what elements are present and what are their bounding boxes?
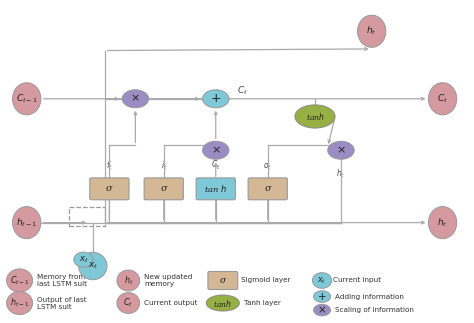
Text: σ: σ (160, 184, 167, 193)
FancyBboxPatch shape (144, 178, 183, 200)
Ellipse shape (117, 293, 140, 313)
Text: tan$h$: tan$h$ (213, 297, 232, 308)
Text: $f_t$: $f_t$ (106, 160, 113, 172)
Text: Adding information: Adding information (335, 294, 404, 299)
Circle shape (314, 304, 330, 316)
FancyBboxPatch shape (208, 272, 237, 289)
Ellipse shape (357, 15, 386, 47)
Circle shape (202, 90, 229, 108)
Text: Memory from: Memory from (37, 274, 86, 280)
Text: tan$h$: tan$h$ (306, 111, 324, 122)
Circle shape (328, 141, 354, 159)
FancyBboxPatch shape (90, 178, 129, 200)
Ellipse shape (12, 83, 41, 115)
Ellipse shape (7, 291, 33, 315)
Text: Sigmoid layer: Sigmoid layer (240, 277, 290, 284)
Text: $h_{t-1}$: $h_{t-1}$ (16, 216, 37, 229)
Text: memory: memory (145, 281, 174, 287)
Ellipse shape (79, 252, 107, 280)
Ellipse shape (12, 206, 41, 239)
Text: ×: × (131, 94, 140, 104)
Text: $C_t$: $C_t$ (437, 92, 448, 105)
Text: $x_t$: $x_t$ (79, 254, 88, 265)
Text: $x_t$: $x_t$ (318, 275, 327, 286)
Text: σ: σ (106, 184, 113, 193)
Circle shape (122, 90, 149, 108)
Text: $x_t$: $x_t$ (88, 261, 98, 271)
Ellipse shape (74, 252, 93, 267)
Text: $i_t$: $i_t$ (161, 160, 167, 172)
Text: +: + (210, 92, 221, 105)
Text: $h_t$: $h_t$ (124, 274, 133, 287)
Ellipse shape (428, 206, 457, 239)
Text: ×: × (318, 305, 327, 315)
Text: σ: σ (220, 276, 226, 285)
Text: $C_t$: $C_t$ (123, 297, 133, 309)
FancyBboxPatch shape (196, 178, 236, 200)
Text: Current input: Current input (333, 277, 382, 284)
Text: ×: × (211, 145, 220, 155)
Text: Output of last: Output of last (37, 297, 87, 303)
Text: Scaling of information: Scaling of information (335, 307, 414, 313)
Text: $h_t$: $h_t$ (438, 216, 448, 229)
Text: Tanh layer: Tanh layer (244, 300, 281, 306)
Text: tan $h$: tan $h$ (204, 183, 228, 194)
Text: $h_t$: $h_t$ (366, 25, 377, 37)
Text: $C_{t-1}$: $C_{t-1}$ (10, 274, 29, 287)
Text: $h_t$: $h_t$ (337, 167, 346, 180)
Ellipse shape (312, 273, 332, 288)
Ellipse shape (428, 83, 457, 115)
Circle shape (314, 291, 330, 302)
Text: $C_t$: $C_t$ (237, 85, 248, 97)
Circle shape (202, 141, 229, 159)
Text: New updated: New updated (145, 274, 193, 280)
Text: last LSTM suit: last LSTM suit (37, 281, 87, 287)
FancyBboxPatch shape (248, 178, 287, 200)
Text: +: + (318, 292, 327, 302)
Ellipse shape (117, 270, 140, 291)
Text: ×: × (336, 145, 346, 155)
Text: $h_{t-1}$: $h_{t-1}$ (10, 297, 29, 309)
Ellipse shape (206, 295, 239, 311)
Text: $\tilde{C}_t$: $\tilde{C}_t$ (211, 157, 220, 172)
Text: σ: σ (264, 184, 271, 193)
Bar (69, 206, 105, 226)
Text: LSTM suit: LSTM suit (37, 304, 72, 310)
Text: Current output: Current output (145, 300, 198, 306)
Text: $o_t$: $o_t$ (263, 162, 272, 172)
Text: $C_{t-1}$: $C_{t-1}$ (16, 92, 37, 105)
Ellipse shape (7, 269, 33, 292)
Ellipse shape (295, 105, 335, 128)
